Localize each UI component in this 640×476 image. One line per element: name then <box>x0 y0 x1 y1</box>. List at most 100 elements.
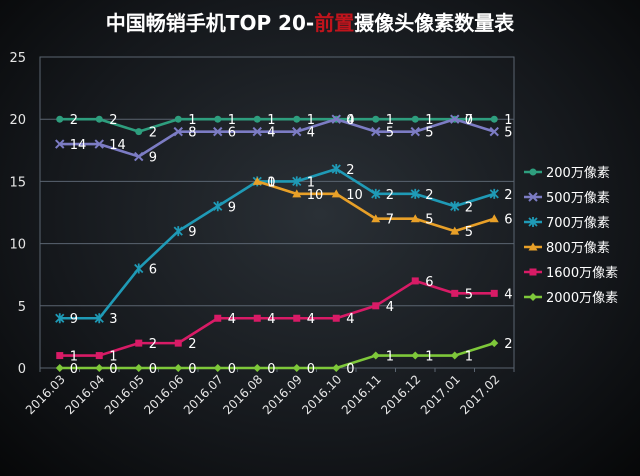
data-label: 4 <box>267 312 275 327</box>
data-label: 7 <box>386 213 394 228</box>
legend-marker <box>528 242 538 251</box>
data-label: 0 <box>267 362 275 377</box>
data-label: 10 <box>346 188 363 203</box>
data-point <box>135 128 143 136</box>
data-point <box>371 126 381 137</box>
data-point <box>489 214 499 223</box>
data-point <box>411 351 420 360</box>
data-label: 4 <box>504 287 512 302</box>
data-label: 1 <box>425 113 433 128</box>
x-tick-label: 2017.02 <box>457 372 502 417</box>
data-label: 1 <box>386 113 394 128</box>
data-label: 0 <box>70 362 78 377</box>
series-line <box>59 279 495 357</box>
series-5 <box>56 277 498 360</box>
x-tick-label: 2016.09 <box>260 372 305 417</box>
data-label: 5 <box>504 126 512 141</box>
data-point <box>372 115 380 123</box>
data-label: 6 <box>228 126 236 141</box>
legend: 200万像素 500万像素 700万像素 800万像素 1600万像素 2000万像素 <box>524 166 618 306</box>
chart-title: 中国畅销手机TOP 20-前置摄像头像素数量表 <box>106 11 515 35</box>
data-point <box>331 189 341 198</box>
data-label: 2 <box>425 188 433 203</box>
data-label: 6 <box>504 213 512 228</box>
data-point <box>55 364 64 372</box>
y-tick-label: 5 <box>18 300 26 315</box>
legend-label: 200万像素 <box>546 166 610 181</box>
data-label: 1 <box>109 350 117 365</box>
data-label: 4 <box>386 300 394 315</box>
axes: 05101520252016.032016.042016.052016.0620… <box>9 51 515 417</box>
data-label: 1 <box>504 113 512 128</box>
data-point <box>410 126 420 137</box>
data-point <box>252 126 262 137</box>
data-point <box>134 364 143 372</box>
data-label: 0 <box>346 113 354 128</box>
data-point <box>214 314 222 322</box>
data-label: 2 <box>346 163 354 178</box>
data-label: 14 <box>70 138 87 153</box>
data-point <box>450 201 460 212</box>
legend-label: 500万像素 <box>546 191 610 206</box>
data-point <box>94 313 104 324</box>
data-label: 0 <box>188 362 196 377</box>
data-label: 1 <box>307 175 315 190</box>
data-label: 2 <box>149 337 157 352</box>
data-point <box>292 126 302 137</box>
data-label: 2 <box>504 337 512 352</box>
data-point <box>134 263 144 274</box>
x-tick-label: 2016.03 <box>23 372 68 417</box>
data-point <box>55 313 65 324</box>
legend-label: 700万像素 <box>546 216 610 231</box>
data-point <box>372 302 380 310</box>
data-label: 0 <box>307 362 315 377</box>
data-label: 1 <box>425 350 433 365</box>
data-point <box>95 364 104 372</box>
data-point <box>371 188 381 199</box>
legend-item: 200万像素 <box>524 166 610 181</box>
data-point <box>135 339 143 347</box>
data-point <box>293 314 301 322</box>
x-tick-label: 2016.10 <box>299 372 344 417</box>
data-label: 9 <box>228 200 236 215</box>
data-label: 2 <box>109 113 117 128</box>
data-label: 8 <box>188 126 196 141</box>
data-point <box>292 364 301 372</box>
data-label: 5 <box>465 225 473 240</box>
data-point <box>253 115 261 123</box>
data-point <box>56 115 64 123</box>
legend-item: 1600万像素 <box>524 266 618 281</box>
data-point <box>213 364 222 372</box>
data-point <box>410 188 420 199</box>
data-point <box>252 176 262 185</box>
data-point <box>332 364 341 372</box>
series-line <box>59 117 495 133</box>
data-point <box>293 115 301 123</box>
y-tick-label: 0 <box>18 362 26 377</box>
data-label: 1 <box>70 350 78 365</box>
x-tick-label: 2016.04 <box>62 372 107 417</box>
data-label: 1 <box>267 175 275 190</box>
series-4 <box>252 176 499 235</box>
data-label: 4 <box>307 312 315 327</box>
data-point <box>450 226 460 235</box>
data-point <box>489 188 499 199</box>
data-label: 6 <box>425 275 433 290</box>
data-label: 2 <box>149 126 157 141</box>
data-label: 2 <box>188 337 196 352</box>
data-label: 5 <box>425 213 433 228</box>
data-label: 4 <box>267 126 275 141</box>
data-point <box>213 201 223 212</box>
legend-item: 500万像素 <box>524 191 610 206</box>
data-label: 1 <box>228 113 236 128</box>
legend-item: 700万像素 <box>524 216 610 231</box>
data-point <box>253 364 262 372</box>
x-tick-label: 2016.12 <box>378 372 423 417</box>
x-tick-label: 2016.07 <box>181 372 226 417</box>
data-point <box>411 277 419 285</box>
legend-label: 800万像素 <box>546 241 610 256</box>
data-label: 5 <box>425 126 433 141</box>
data-label: 6 <box>149 262 157 277</box>
data-point <box>94 139 104 149</box>
